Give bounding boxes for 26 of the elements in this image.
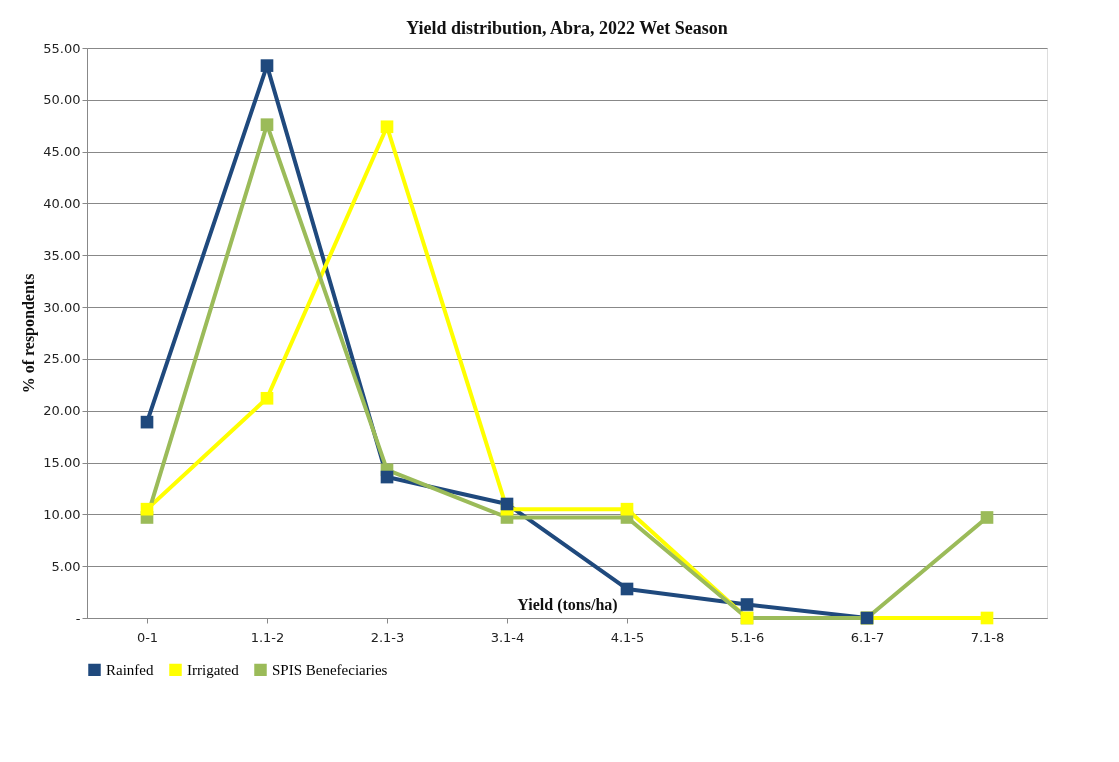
- y-tick-label: 45.00: [43, 144, 81, 160]
- x-tick-label: 5.1-6: [730, 629, 765, 645]
- x-tick-label: 4.1-5: [610, 629, 645, 645]
- y-tick-label: 20.00: [43, 403, 81, 419]
- legend-label: SPIS Benefeciaries: [272, 661, 388, 678]
- y-tick-label: 55.00: [43, 40, 81, 56]
- y-tick-label: 50.00: [43, 92, 81, 108]
- x-tick-label: 0-1: [136, 629, 159, 645]
- y-tick-label: 15.00: [43, 455, 81, 471]
- y-tick-label: 10.00: [43, 506, 81, 522]
- x-tick-label: 2.1-3: [370, 629, 405, 645]
- x-tick-label: 3.1-4: [490, 629, 525, 645]
- x-tick-label: 6.1-7: [850, 629, 885, 645]
- chart-title: Yield distribution, Abra, 2022 Wet Season: [406, 18, 728, 38]
- y-axis-title: % of respondents: [20, 273, 39, 394]
- x-tick-label: 1.1-2: [250, 629, 285, 645]
- y-tick-label: 30.00: [43, 299, 81, 315]
- legend-label: Rainfed: [106, 661, 154, 678]
- y-tick-label: 35.00: [43, 247, 81, 263]
- y-tick-label: 5.00: [51, 558, 81, 574]
- x-axis-title: Yield (tons/ha): [517, 595, 618, 614]
- y-tick-label: -: [75, 610, 81, 626]
- y-tick-label: 25.00: [43, 351, 81, 367]
- y-tick-label: 40.00: [43, 195, 81, 211]
- x-tick-label: 7.1-8: [970, 629, 1005, 645]
- legend-label: Irrigated: [187, 661, 240, 678]
